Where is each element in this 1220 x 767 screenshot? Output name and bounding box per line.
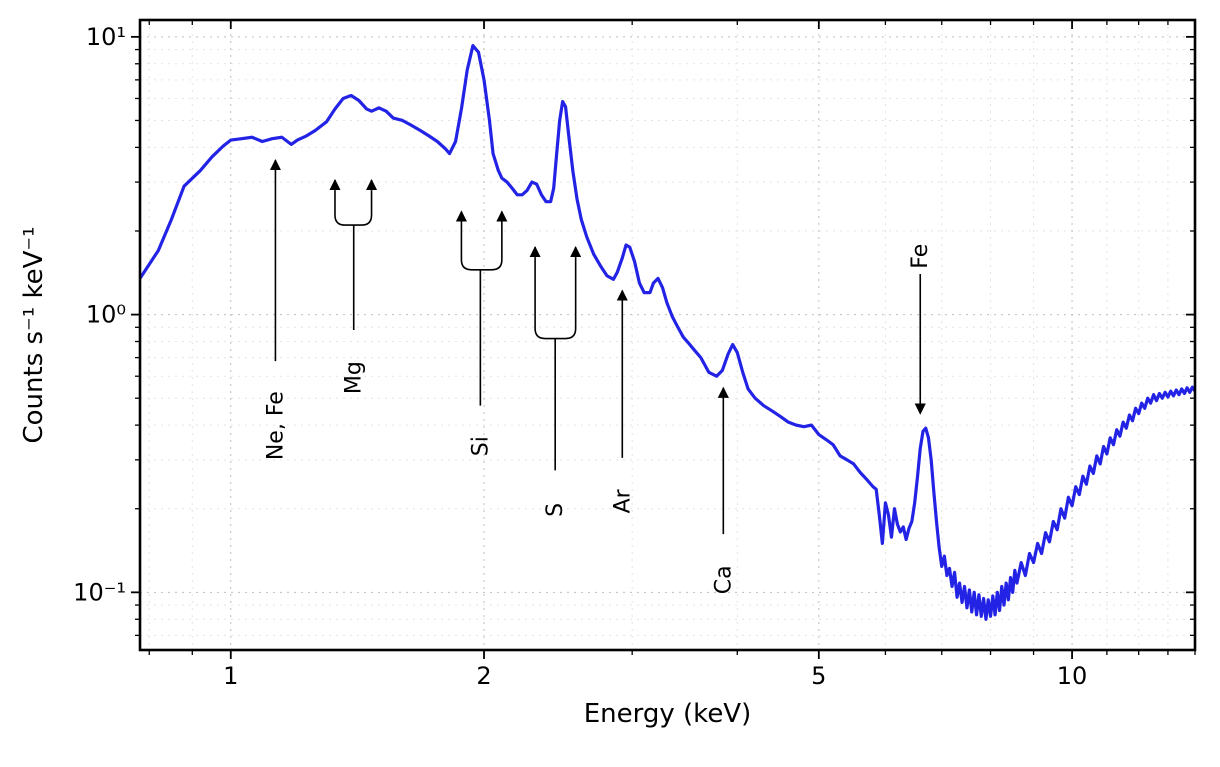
y-tick-label: 10⁻¹ — [73, 578, 126, 606]
x-tick-label: 1 — [223, 662, 238, 690]
chart-background — [0, 0, 1220, 767]
chart-svg: 1 2 5 10 10⁻¹ 10⁰ 10¹ Energy (keV) Counts s⁻¹ ke… — [0, 0, 1220, 767]
y-axis-label: Counts s⁻¹ keV⁻¹ — [19, 226, 49, 443]
element-label-si: Si — [468, 436, 493, 456]
element-label-ar: Ar — [610, 488, 635, 513]
y-tick-label: 10¹ — [86, 23, 126, 51]
x-tick-label: 10 — [1057, 662, 1088, 690]
x-tick-label: 2 — [476, 662, 491, 690]
y-tick-label: 10⁰ — [86, 301, 126, 329]
element-label-s: S — [543, 503, 568, 517]
x-axis-label: Energy (keV) — [584, 699, 752, 729]
x-tick-label: 5 — [811, 662, 826, 690]
element-label-ne-fe: Ne, Fe — [263, 391, 288, 460]
xray-spectrum-chart: 1 2 5 10 10⁻¹ 10⁰ 10¹ Energy (keV) Counts s⁻¹ ke… — [0, 0, 1220, 767]
element-label-mg: Mg — [342, 361, 367, 394]
element-label-fe: Fe — [908, 244, 933, 269]
element-label-ca: Ca — [711, 565, 736, 594]
